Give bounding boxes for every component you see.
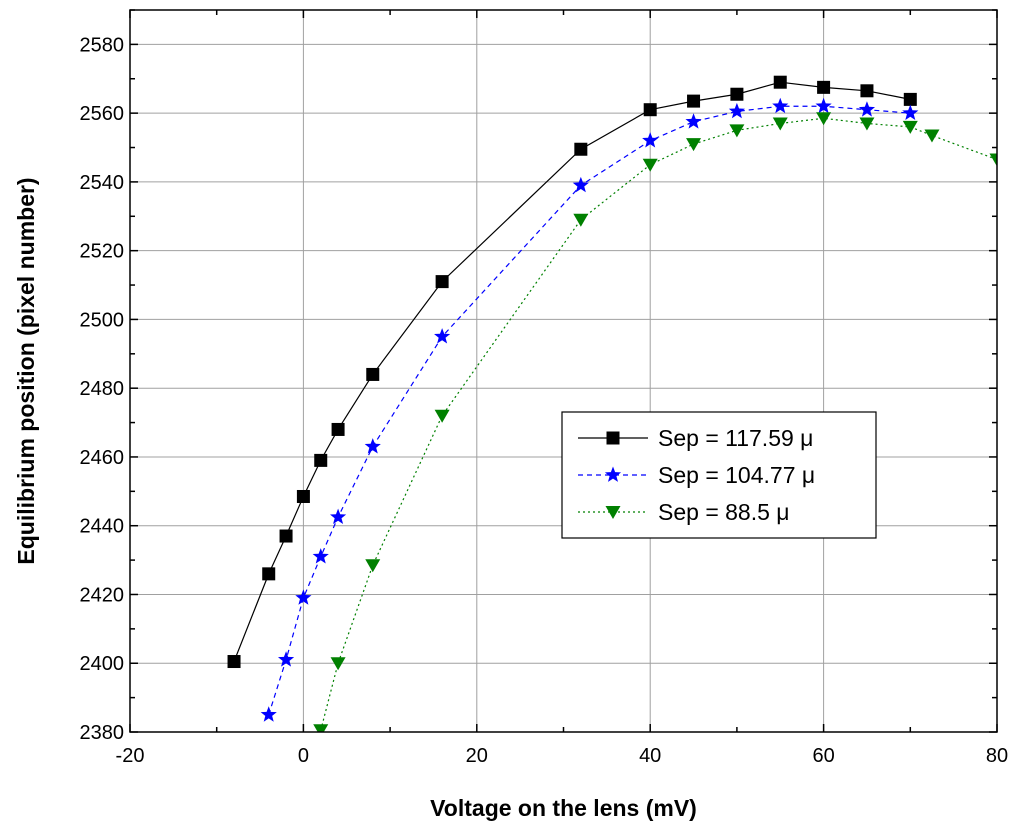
y-tick-label: 2480 <box>80 378 125 400</box>
data-point <box>573 213 589 227</box>
y-axis-title: Equilibrium position (pixel number) <box>13 177 39 564</box>
y-tick-label: 2520 <box>80 241 125 263</box>
data-point <box>366 367 380 381</box>
y-tick-label: 2420 <box>80 584 125 606</box>
x-tick-label: 20 <box>466 745 488 767</box>
y-tick-label: 2460 <box>80 447 125 469</box>
data-point <box>902 104 919 121</box>
data-point <box>903 92 917 106</box>
y-tick-label: 2440 <box>80 516 125 538</box>
y-tick-label: 2400 <box>80 653 125 675</box>
data-point <box>642 158 658 172</box>
data-point <box>604 466 622 482</box>
data-point <box>364 438 381 454</box>
data-point <box>924 129 940 143</box>
data-point <box>295 589 312 605</box>
y-tick-label: 2540 <box>80 172 125 194</box>
data-point <box>574 142 588 156</box>
data-point <box>330 657 346 671</box>
data-point <box>643 103 657 117</box>
axis-ticks: -20 0 20 40 60 80 2380 2400 2420 2440 2460 2480 2500… <box>80 9 1008 767</box>
y-tick-label: 2560 <box>80 103 125 125</box>
y-tick-label: 2380 <box>80 722 125 744</box>
data-point <box>859 117 875 131</box>
legend-label: Sep = 88.5 μ <box>658 499 790 525</box>
x-tick-label: 0 <box>298 745 309 767</box>
data-point <box>728 102 745 119</box>
series-line <box>268 105 911 715</box>
series-line <box>233 81 911 662</box>
x-tick-label: 80 <box>986 745 1008 767</box>
data-point <box>330 508 347 524</box>
data-point <box>989 153 997 167</box>
data-point <box>730 87 744 101</box>
legend: Sep = 117.59 μ Sep = 104.77 μ Sep = 88.5 μ <box>561 411 877 539</box>
data-point <box>279 529 293 543</box>
data-point <box>314 453 328 467</box>
x-axis-title: Voltage on the lens (mV) <box>430 795 697 821</box>
legend-item: Sep = 104.77 μ <box>578 462 815 488</box>
legend-item: Sep = 88.5 μ <box>578 499 790 525</box>
data-point <box>277 651 295 667</box>
data-point <box>686 138 702 152</box>
data-point <box>313 724 329 732</box>
y-tick-label: 2580 <box>80 34 125 56</box>
legend-label: Sep = 117.59 μ <box>658 425 813 451</box>
data-point <box>331 422 345 436</box>
data-point <box>434 328 451 344</box>
series-layer <box>227 75 997 732</box>
data-point <box>817 80 831 94</box>
data-point <box>260 706 277 722</box>
series-3 <box>313 112 997 732</box>
data-point <box>572 176 589 193</box>
data-point <box>262 567 276 581</box>
data-point <box>815 97 832 114</box>
data-point <box>642 132 659 148</box>
x-tick-label: 60 <box>812 745 834 767</box>
series-1 <box>227 75 917 669</box>
data-point <box>902 120 918 134</box>
data-point <box>858 101 876 117</box>
data-point <box>434 409 450 423</box>
series-line <box>320 117 997 731</box>
legend-label: Sep = 104.77 μ <box>658 462 815 488</box>
data-point <box>312 548 329 564</box>
data-point <box>687 94 701 108</box>
data-point <box>772 117 788 131</box>
data-point <box>227 655 241 669</box>
data-point <box>729 124 745 138</box>
data-point <box>816 112 832 126</box>
data-point <box>685 113 702 129</box>
data-point <box>860 84 874 98</box>
data-point <box>773 75 787 89</box>
data-point <box>435 275 449 289</box>
x-tick-label: -20 <box>116 745 145 767</box>
data-point <box>605 506 621 519</box>
data-point <box>606 431 620 445</box>
legend-item: Sep = 117.59 μ <box>578 425 813 451</box>
data-point <box>772 97 789 114</box>
data-point <box>296 489 310 503</box>
y-tick-label: 2500 <box>80 309 125 331</box>
x-tick-label: 40 <box>639 745 661 767</box>
data-point <box>365 559 381 573</box>
series-2 <box>260 97 919 722</box>
